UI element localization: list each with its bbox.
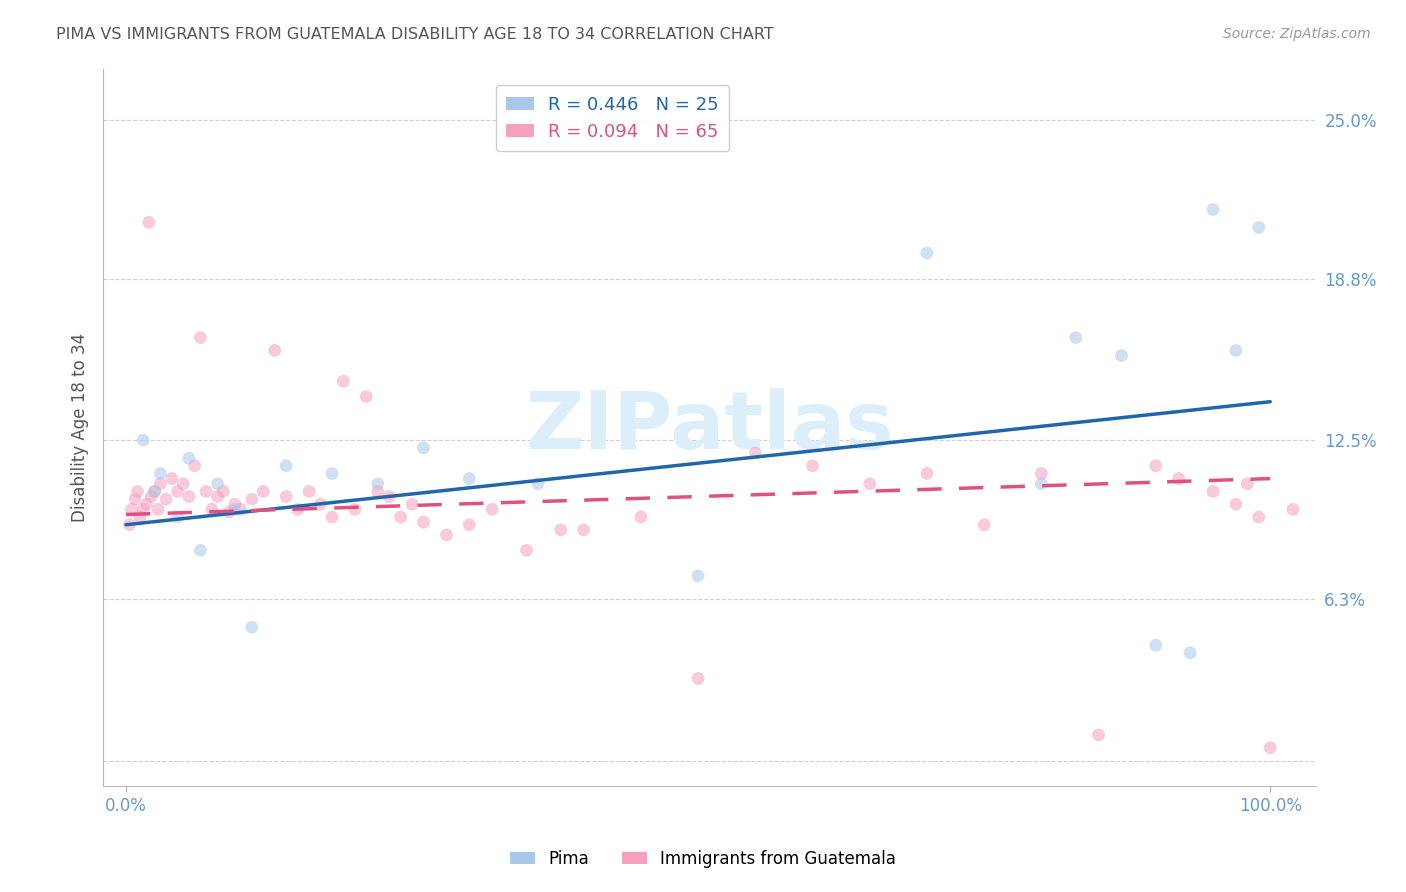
Point	[1031, 476, 1053, 491]
Point	[1282, 502, 1305, 516]
Point	[412, 515, 434, 529]
Point	[207, 476, 229, 491]
Point	[276, 458, 298, 473]
Legend: R = 0.446   N = 25, R = 0.094   N = 65: R = 0.446 N = 25, R = 0.094 N = 65	[496, 85, 730, 152]
Point	[915, 467, 938, 481]
Point	[127, 484, 149, 499]
Text: Source: ZipAtlas.com: Source: ZipAtlas.com	[1223, 27, 1371, 41]
Point	[572, 523, 595, 537]
Point	[973, 517, 995, 532]
Point	[166, 510, 188, 524]
Point	[1202, 484, 1225, 499]
Point	[859, 476, 882, 491]
Point	[252, 484, 274, 499]
Point	[389, 510, 412, 524]
Point	[343, 502, 366, 516]
Point	[124, 492, 146, 507]
Point	[132, 502, 155, 516]
Point	[915, 246, 938, 260]
Point	[201, 502, 224, 516]
Point	[183, 458, 205, 473]
Point	[458, 517, 481, 532]
Point	[1167, 472, 1189, 486]
Point	[240, 492, 263, 507]
Point	[276, 490, 298, 504]
Point	[1202, 202, 1225, 217]
Point	[378, 490, 401, 504]
Point	[481, 502, 503, 516]
Point	[1178, 646, 1201, 660]
Point	[458, 472, 481, 486]
Point	[128, 510, 150, 524]
Point	[321, 510, 343, 524]
Point	[146, 502, 169, 516]
Point	[190, 331, 212, 345]
Point	[138, 215, 160, 229]
Point	[744, 446, 766, 460]
Point	[1031, 467, 1053, 481]
Point	[332, 374, 354, 388]
Point	[401, 497, 423, 511]
Point	[1144, 638, 1167, 652]
Point	[141, 490, 163, 504]
Point	[207, 490, 229, 504]
Point	[309, 497, 332, 511]
Point	[224, 497, 246, 511]
Point	[240, 620, 263, 634]
Point	[287, 502, 309, 516]
Point	[172, 476, 194, 491]
Point	[143, 484, 166, 499]
Text: PIMA VS IMMIGRANTS FROM GUATEMALA DISABILITY AGE 18 TO 34 CORRELATION CHART: PIMA VS IMMIGRANTS FROM GUATEMALA DISABI…	[56, 27, 773, 42]
Point	[527, 476, 550, 491]
Point	[166, 484, 188, 499]
Point	[356, 390, 378, 404]
Point	[160, 472, 183, 486]
Point	[434, 528, 457, 542]
Point	[801, 458, 824, 473]
Point	[190, 543, 212, 558]
Point	[224, 502, 246, 516]
Point	[1111, 349, 1133, 363]
Point	[1258, 740, 1281, 755]
Point	[195, 484, 218, 499]
Point	[155, 492, 177, 507]
Point	[1247, 220, 1270, 235]
Point	[367, 484, 389, 499]
Point	[688, 672, 710, 686]
Point	[1225, 497, 1247, 511]
Point	[121, 502, 143, 516]
Point	[1236, 476, 1258, 491]
Point	[412, 441, 434, 455]
Point	[550, 523, 572, 537]
Point	[149, 467, 172, 481]
Point	[229, 502, 252, 516]
Text: ZIPatlas: ZIPatlas	[526, 388, 894, 467]
Y-axis label: Disability Age 18 to 34: Disability Age 18 to 34	[72, 333, 89, 522]
Point	[1064, 331, 1087, 345]
Point	[218, 505, 240, 519]
Point	[1087, 728, 1109, 742]
Point	[1247, 510, 1270, 524]
Point	[149, 476, 172, 491]
Point	[132, 433, 155, 447]
Legend: Pima, Immigrants from Guatemala: Pima, Immigrants from Guatemala	[503, 844, 903, 875]
Point	[321, 467, 343, 481]
Point	[143, 484, 166, 499]
Point	[135, 497, 157, 511]
Point	[177, 490, 200, 504]
Point	[298, 484, 321, 499]
Point	[263, 343, 285, 358]
Point	[688, 569, 710, 583]
Point	[515, 543, 537, 558]
Point	[212, 484, 235, 499]
Point	[1144, 458, 1167, 473]
Point	[367, 476, 389, 491]
Point	[118, 517, 141, 532]
Point	[177, 451, 200, 466]
Point	[1225, 343, 1247, 358]
Point	[630, 510, 652, 524]
